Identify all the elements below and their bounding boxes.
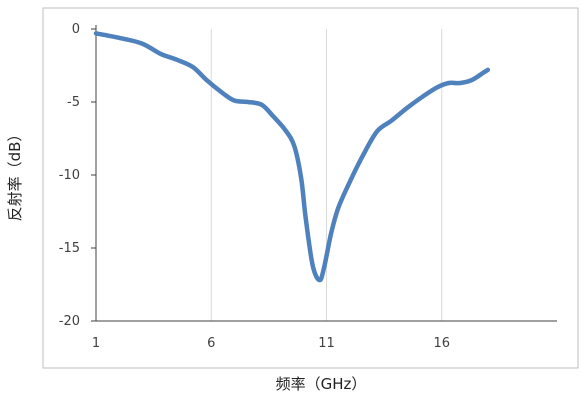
y-tick-label: 0 [72, 22, 80, 37]
series-line [93, 31, 491, 283]
axis-layer [91, 25, 557, 322]
x-tick-label: 11 [318, 336, 335, 351]
tick-layer: 0-5-10-15-201 6 11 16 [59, 22, 450, 351]
y-tick-label: -10 [59, 168, 80, 183]
x-tick-label: 6 [207, 336, 215, 351]
series-layer [93, 31, 491, 283]
x-tick-label: 16 [433, 336, 450, 351]
y-axis-title: 反射率（dB） [6, 127, 24, 222]
x-tick-label: 1 [92, 336, 100, 351]
y-tick-label: -15 [59, 241, 80, 256]
chart-frame [42, 7, 579, 369]
x-axis-title: 频率（GHz） [276, 375, 367, 393]
y-tick-label: -5 [67, 95, 80, 110]
y-tick-label: -20 [59, 314, 80, 329]
